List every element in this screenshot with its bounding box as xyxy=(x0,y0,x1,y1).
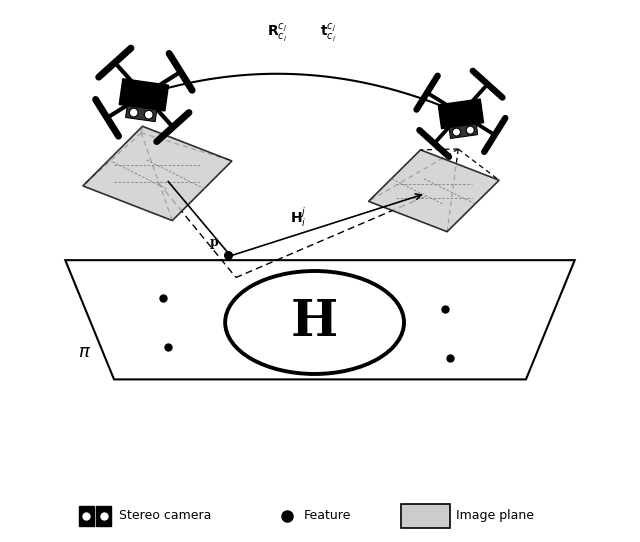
Polygon shape xyxy=(83,126,232,221)
Polygon shape xyxy=(65,260,575,379)
Bar xyxy=(96,506,111,526)
Polygon shape xyxy=(438,99,484,128)
Polygon shape xyxy=(119,79,168,111)
Ellipse shape xyxy=(225,271,404,374)
Circle shape xyxy=(467,126,474,134)
Text: Image plane: Image plane xyxy=(456,509,534,522)
Bar xyxy=(79,506,94,526)
Circle shape xyxy=(145,111,153,119)
Bar xyxy=(401,504,450,528)
Text: Stereo camera: Stereo camera xyxy=(120,509,212,522)
Polygon shape xyxy=(125,106,157,121)
Text: $\mathbf{R}_{c_i}^{c_j}$: $\mathbf{R}_{c_i}^{c_j}$ xyxy=(267,21,287,44)
Text: H: H xyxy=(291,298,338,347)
Circle shape xyxy=(129,108,138,117)
Polygon shape xyxy=(369,150,499,232)
Text: $\pi$: $\pi$ xyxy=(77,343,91,362)
Text: $\mathbf{t}_{c_i}^{c_j}$: $\mathbf{t}_{c_i}^{c_j}$ xyxy=(320,21,336,44)
Text: Feature: Feature xyxy=(304,509,351,522)
Text: p: p xyxy=(210,236,219,249)
Polygon shape xyxy=(449,124,477,138)
Circle shape xyxy=(452,128,460,136)
Text: $\mathbf{H}_{i}^{j}$: $\mathbf{H}_{i}^{j}$ xyxy=(290,205,307,229)
